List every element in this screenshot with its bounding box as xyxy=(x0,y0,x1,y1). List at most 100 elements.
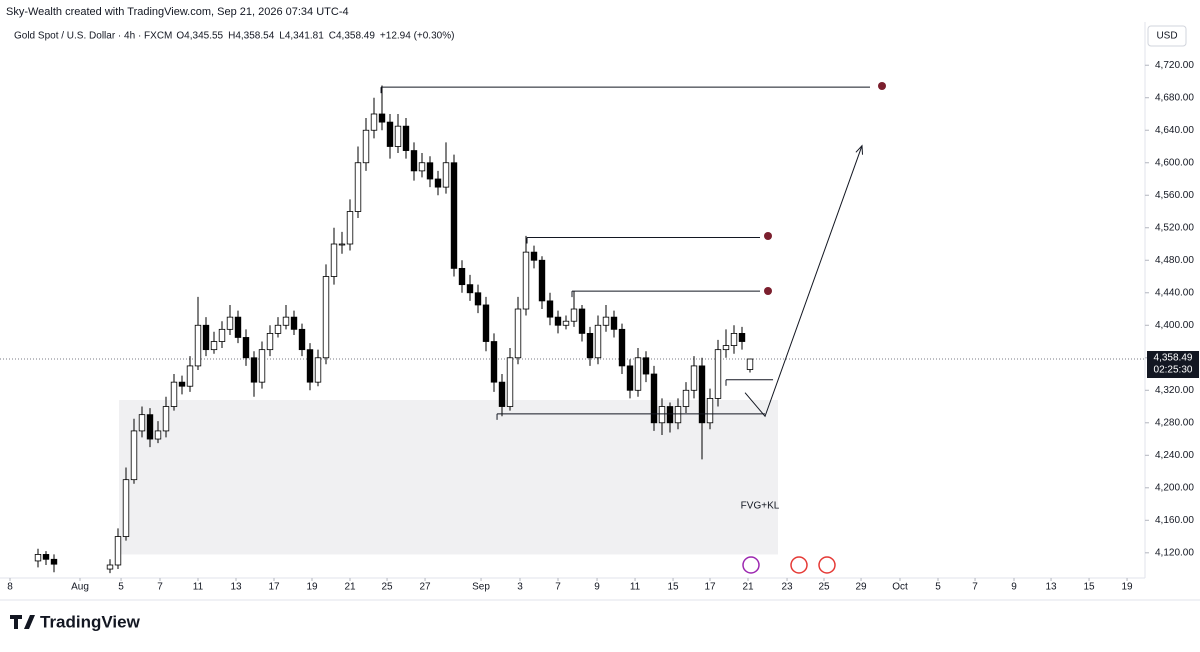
candle xyxy=(474,284,482,314)
x-tick-label: 21 xyxy=(344,582,356,593)
candle-body xyxy=(498,381,506,407)
candle-body xyxy=(298,328,306,351)
arrow-head xyxy=(855,144,864,155)
candle xyxy=(266,325,274,357)
candle xyxy=(362,118,370,171)
event-icon[interactable] xyxy=(742,556,760,574)
x-tick-label: 8 xyxy=(7,582,13,593)
candle-body xyxy=(690,365,698,391)
candle xyxy=(690,356,698,399)
candle-body xyxy=(506,357,514,407)
candle xyxy=(434,170,442,196)
x-tick-label: Sep xyxy=(472,582,490,593)
brand-name: TradingView xyxy=(40,612,141,631)
candle xyxy=(314,349,322,387)
candle xyxy=(178,375,186,395)
candle-body xyxy=(34,554,42,562)
candle-body xyxy=(362,129,370,164)
ohlc-label: +12.94 (+0.30%) xyxy=(380,31,455,42)
candle-body xyxy=(706,398,714,424)
candle xyxy=(458,260,466,293)
candle xyxy=(274,317,282,338)
x-tick-label: 5 xyxy=(118,582,124,593)
candle xyxy=(746,358,754,373)
candle xyxy=(234,310,242,344)
candle-body xyxy=(522,251,530,310)
candle-body xyxy=(458,267,466,286)
brand-logo: TradingView xyxy=(10,612,141,631)
candle-body xyxy=(610,316,618,330)
candle-body xyxy=(394,125,402,147)
y-tick-label: 4,120.00 xyxy=(1155,547,1194,558)
candle xyxy=(554,310,562,334)
x-tick-label: 25 xyxy=(818,582,830,593)
candle xyxy=(338,231,346,254)
event-icon[interactable] xyxy=(818,556,836,574)
candle xyxy=(602,304,610,332)
x-tick-label: 19 xyxy=(306,582,318,593)
candle-body xyxy=(314,357,322,383)
ohlc-label: O4,345.55 xyxy=(176,31,223,42)
candle-body xyxy=(578,308,586,334)
candle-body xyxy=(538,259,546,302)
decorations xyxy=(742,82,886,574)
candle xyxy=(450,154,458,277)
x-tick-label: Aug xyxy=(71,582,89,593)
candle-body xyxy=(106,564,114,570)
candle xyxy=(410,142,418,181)
last-price-label: 4,358.49 xyxy=(1154,353,1193,364)
y-tick-label: 4,400.00 xyxy=(1155,320,1194,331)
candle xyxy=(322,264,330,365)
x-tick-label: 3 xyxy=(517,582,523,593)
candle xyxy=(138,406,146,438)
symbol-title: Gold Spot / U.S. Dollar · 4h · FXCM xyxy=(14,31,172,42)
plot: FVG+KL xyxy=(0,85,1145,574)
candle xyxy=(650,365,658,431)
candle-body xyxy=(738,332,746,342)
candle xyxy=(610,310,618,338)
x-tick-label: 17 xyxy=(704,582,716,593)
candle-body xyxy=(234,316,242,338)
candle-body xyxy=(218,328,226,342)
candle xyxy=(162,396,170,438)
candle xyxy=(562,315,570,330)
event-icon[interactable] xyxy=(790,556,808,574)
candle-body xyxy=(122,479,130,537)
candle xyxy=(130,418,138,484)
x-tick-label: 15 xyxy=(667,582,679,593)
candle-body xyxy=(42,554,50,560)
candle xyxy=(738,326,746,350)
candle-body xyxy=(434,178,442,188)
candle xyxy=(154,421,162,444)
candle-body xyxy=(626,365,634,391)
candle-body xyxy=(418,162,426,172)
candle xyxy=(402,118,410,159)
candle-body xyxy=(154,430,162,440)
candle xyxy=(298,323,306,357)
candle-body xyxy=(426,162,434,180)
candle-body xyxy=(266,332,274,351)
y-tick-label: 4,160.00 xyxy=(1155,515,1194,526)
candle xyxy=(722,329,730,358)
x-tick-label: 15 xyxy=(1083,582,1095,593)
y-tick-label: 4,240.00 xyxy=(1155,450,1194,461)
currency-button[interactable] xyxy=(1147,25,1187,47)
x-tick-label: 21 xyxy=(742,582,754,593)
candle-body xyxy=(714,349,722,399)
candle xyxy=(642,351,650,383)
candle xyxy=(586,326,594,366)
candle xyxy=(658,398,666,435)
candle-body xyxy=(322,276,330,359)
candle-body xyxy=(698,365,706,424)
target-icon xyxy=(764,232,772,240)
x-tick-label: 5 xyxy=(935,582,941,593)
candle-body xyxy=(490,341,498,383)
candle-body xyxy=(178,381,186,387)
candle-body xyxy=(562,320,570,326)
candle-body xyxy=(442,162,450,188)
candle xyxy=(258,341,266,389)
candle xyxy=(706,388,714,430)
header: Gold Spot / U.S. Dollar · 4h · FXCM O4,3… xyxy=(14,31,454,42)
x-tick-label: 7 xyxy=(972,582,978,593)
candle xyxy=(522,235,530,316)
